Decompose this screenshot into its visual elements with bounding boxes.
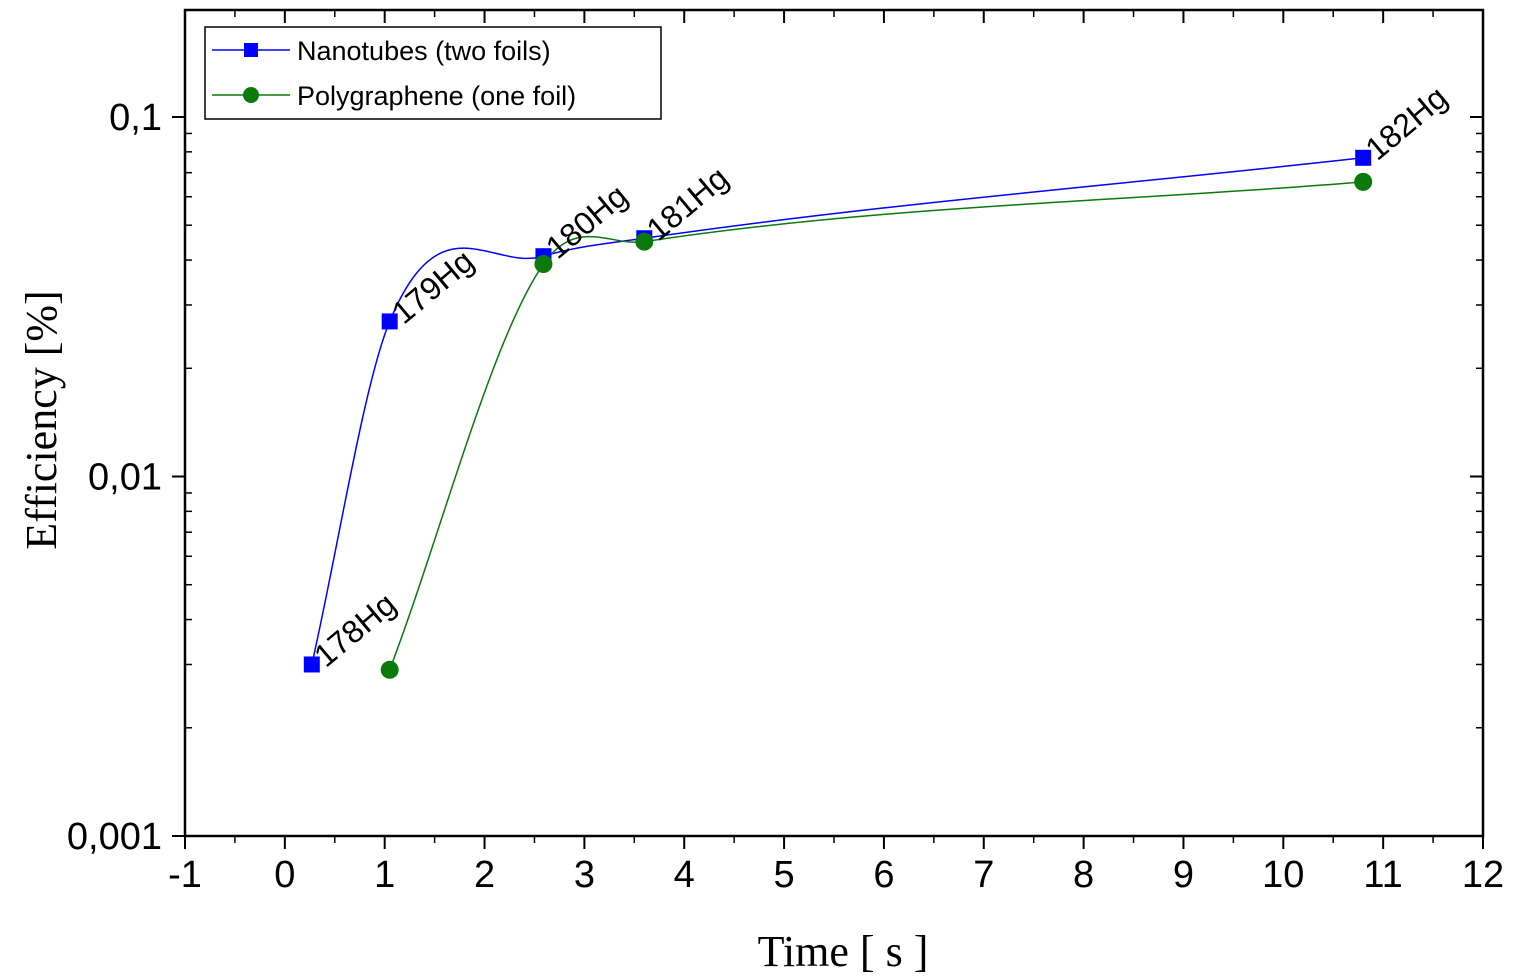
x-tick-label: 9 [1173,854,1194,896]
point-label: 178Hg [307,586,402,674]
y-tick-labels: 0,001 0,01 0,1 [67,97,162,858]
x-tick-label: 0 [274,854,295,896]
x-tick-label: 6 [873,854,894,896]
x-tick-label: 1 [374,854,395,896]
minor-ticks [185,10,1483,843]
legend-box [204,26,662,120]
data-point [635,232,654,251]
series-line-polygraphene [388,181,1364,671]
data-point [380,660,399,679]
point-label: 181Hg [640,159,735,247]
major-ticks [172,10,1484,849]
data-point [381,313,398,330]
series-lines [311,157,1364,671]
legend-label-polygraphene: Polygraphene (one foil) [297,81,576,111]
x-tick-label: 2 [474,854,495,896]
x-tick-label: 4 [674,854,695,896]
x-axis-title: Time [ s ] [758,927,929,976]
x-tick-label: 10 [1262,854,1304,896]
data-point [303,656,320,673]
y-axis-title: Efficiency [%] [17,290,66,549]
x-tick-label: 5 [774,854,795,896]
legend-marker-nanotubes [244,43,258,57]
x-tick-label: 3 [574,854,595,896]
data-point [1355,149,1372,166]
point-label: 182Hg [1359,79,1454,167]
legend: Nanotubes (two foils) Polygraphene (one … [204,26,662,120]
x-tick-label: 12 [1462,854,1504,896]
point-label: 179Hg [385,243,480,331]
y-tick-label: 0,01 [88,457,162,499]
point-label: 180Hg [539,177,634,265]
y-tick-label: 0,1 [109,97,162,139]
x-tick-label: 8 [1073,854,1094,896]
series-markers [303,149,1373,679]
series-line-nanotubes [311,157,1364,665]
plot-frame [183,8,1485,838]
y-tick-label: 0,001 [67,816,162,858]
data-point [1354,172,1373,191]
point-labels: 178Hg 179Hg 180Hg 181Hg 182Hg [307,79,1454,674]
legend-label-nanotubes: Nanotubes (two foils) [297,36,551,66]
x-tick-label: 11 [1363,854,1402,896]
legend-marker-polygraphene [243,87,259,103]
x-tick-label: 7 [973,854,994,896]
x-tick-labels: -1 0 1 2 3 4 5 6 7 8 9 10 11 12 [168,854,1504,896]
data-point [534,255,553,274]
x-tick-label: -1 [168,854,202,896]
